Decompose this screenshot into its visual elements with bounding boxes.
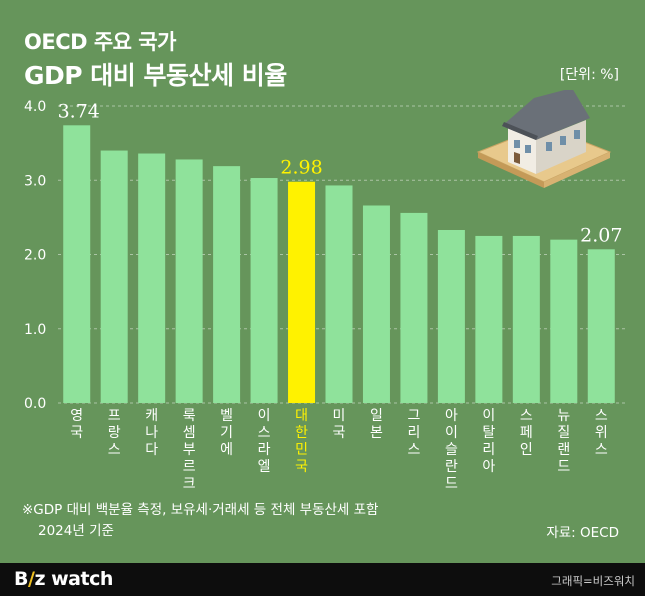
bar [288, 181, 316, 403]
x-tick-label-char: 국 [333, 425, 346, 441]
x-tick-label-char: 페 [520, 425, 533, 441]
x-tick-label-char: 라 [258, 442, 271, 458]
bar [250, 178, 278, 403]
x-tick-label-char: 다 [145, 442, 158, 458]
brand-logo: B/z watch [14, 568, 113, 590]
bar [400, 212, 428, 403]
x-tick-label-char: 위 [595, 425, 608, 441]
x-tick-label-char: 본 [370, 425, 383, 441]
x-tick-label-char: 스 [258, 425, 271, 441]
x-tick-label-char: 그 [407, 408, 420, 424]
source-label: 자료: OECD [546, 525, 619, 541]
x-tick-label-char: 에 [220, 442, 233, 458]
x-tick-label-char: 캐 [145, 408, 158, 424]
data-label: 2.07 [580, 224, 622, 246]
bar [213, 166, 241, 403]
x-tick-label-char: 스 [520, 408, 533, 424]
bar [475, 235, 503, 403]
x-tick-label-char: 드 [445, 476, 458, 492]
x-tick-label-char: 드 [557, 459, 570, 475]
x-tick-label-char: 미 [333, 408, 346, 424]
bar [362, 205, 390, 403]
x-tick-label-char: 한 [295, 425, 308, 441]
bar [138, 153, 166, 403]
x-tick-label-char: 르 [183, 459, 196, 475]
x-tick-label-char: 민 [295, 442, 308, 458]
unit-label: [단위: %] [559, 67, 619, 83]
x-tick-label-char: 랑 [108, 425, 121, 441]
bar-chart: 0.01.02.03.04.0영국프랑스캐나다룩셈부르크벨기에이스라엘대한민국미… [24, 99, 626, 492]
x-tick-label-char: 나 [145, 425, 158, 441]
bar [325, 185, 353, 403]
x-tick-label-char: 질 [557, 425, 570, 441]
x-tick-label-char: 기 [220, 425, 233, 441]
x-tick-label-char: 아 [445, 408, 458, 424]
x-tick-label-char: 국 [70, 425, 83, 441]
footer-bar: B/z watch 그래픽=비즈워치 [0, 563, 645, 596]
x-tick-label-char: 스 [595, 408, 608, 424]
x-tick-label-char: 엘 [258, 459, 271, 475]
x-tick-label-char: 셈 [183, 425, 196, 441]
bar [437, 229, 465, 403]
footnote: ※GDP 대비 백분율 측정, 보유세·거래세 등 전체 부동산세 포함 202… [22, 500, 378, 542]
y-tick-label: 3.0 [24, 173, 46, 189]
data-label: 3.74 [58, 100, 100, 122]
x-tick-label-char: 란 [445, 459, 458, 475]
x-tick-label-char: 대 [295, 408, 308, 424]
x-tick-label-char: 프 [108, 408, 121, 424]
bar [512, 235, 540, 403]
graphic-credit: 그래픽=비즈워치 [551, 574, 635, 588]
x-tick-label-char: 룩 [183, 408, 196, 424]
x-tick-label-char: 이 [482, 408, 495, 424]
x-tick-label-char: 벨 [220, 408, 233, 424]
bar [100, 150, 128, 403]
x-tick-label-char: 영 [70, 408, 83, 424]
bar [175, 159, 203, 403]
bar [550, 239, 578, 403]
y-tick-label: 4.0 [24, 99, 46, 115]
x-tick-label-char: 스 [407, 442, 420, 458]
x-tick-label-char: 스 [108, 442, 121, 458]
data-label: 2.98 [280, 157, 322, 179]
x-tick-label-char: 아 [482, 459, 495, 475]
title-line1: OECD 주요 국가 [24, 30, 176, 54]
y-tick-label: 2.0 [24, 248, 46, 264]
x-tick-label-char: 이 [258, 408, 271, 424]
x-tick-label-char: 국 [295, 459, 308, 475]
x-tick-label-char: 탈 [482, 425, 495, 441]
x-tick-label-char: 이 [445, 425, 458, 441]
bar [63, 125, 91, 404]
x-tick-label-char: 리 [482, 442, 495, 458]
x-tick-label-char: 일 [370, 408, 383, 424]
x-tick-label-char: 인 [520, 442, 533, 458]
house-icon [476, 90, 612, 188]
y-tick-label: 0.0 [24, 396, 46, 412]
x-tick-label-char: 슬 [445, 442, 458, 458]
x-tick-label-char: 스 [595, 442, 608, 458]
y-tick-label: 1.0 [24, 322, 46, 338]
x-tick-label-char: 리 [407, 425, 420, 441]
bar [587, 249, 615, 403]
title-line2: GDP 대비 부동산세 비율 [24, 61, 287, 90]
x-tick-label-char: 랜 [557, 442, 570, 458]
x-tick-label-char: 부 [183, 442, 196, 458]
x-tick-label-char: 크 [183, 476, 196, 492]
x-tick-label-char: 뉴 [557, 408, 570, 424]
footnote-line2: 2024년 기준 [38, 523, 114, 539]
footnote-line1: ※GDP 대비 백분율 측정, 보유세·거래세 등 전체 부동산세 포함 [22, 502, 379, 518]
